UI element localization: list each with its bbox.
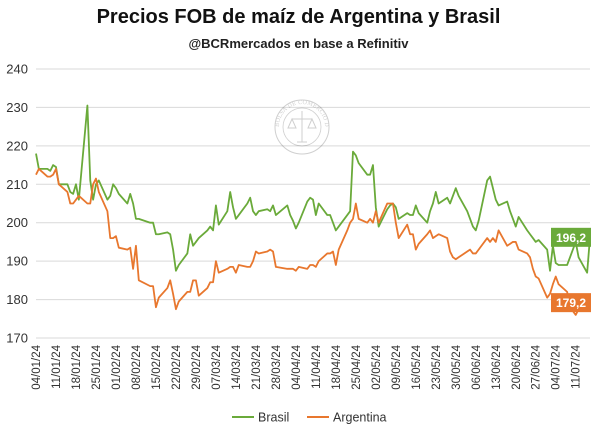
y-tick-label: 180 [6,292,28,307]
x-tick-label: 11/04/24 [311,344,323,389]
x-tick-label: 15/02/24 [151,344,163,389]
y-tick-label: 190 [6,254,28,269]
y-tick-label: 220 [6,138,28,153]
x-tick-label: 04/07/24 [551,344,563,389]
end-label-box-argentina [551,293,591,313]
x-tick-label: 11/01/24 [51,344,63,389]
x-tick-label: 09/05/24 [391,344,403,389]
bcr-seal-watermark: BOLSA DE COMERCIO DE ROSARIO [0,0,330,155]
x-tick-label: 01/02/24 [111,344,123,389]
x-tick-label: 04/01/24 [31,344,43,389]
x-tick-label: 22/02/24 [171,344,183,389]
x-tick-label: 28/03/24 [271,344,283,389]
x-tick-label: 25/04/24 [351,344,363,389]
x-tick-label: 20/06/24 [511,344,523,389]
x-tick-label: 29/02/24 [191,344,203,389]
legend-label-brasil: Brasil [258,411,289,425]
series-line-argentina [35,168,591,316]
x-tick-label: 08/02/24 [131,344,143,389]
y-axis: 170 180 190 200 210 220 230 240 [6,62,28,346]
y-tick-label: 200 [6,215,28,230]
x-axis: 04/01/24 11/01/24 18/01/24 25/01/24 01/02/24… [31,344,583,389]
chart-subtitle: @BCRmercados en base a Refinitiv [188,36,409,51]
end-label-brasil: 196,2 [556,231,586,245]
series-line-brasil [35,104,591,274]
x-tick-label: 21/03/24 [251,344,263,389]
chart-title: Precios FOB de maíz de Argentina y Brasi… [96,6,501,28]
x-tick-label: 30/05/24 [451,344,463,389]
end-value-labels: 196,2 179,2 [551,227,591,313]
x-tick-label: 16/05/24 [411,344,423,389]
x-tick-label: 27/06/24 [531,344,543,389]
x-tick-label: 14/03/24 [231,344,243,389]
x-tick-label: 18/01/24 [71,344,83,389]
gridlines [36,68,590,339]
legend: Brasil Argentina [232,411,387,425]
legend-label-argentina: Argentina [333,411,387,425]
x-tick-label: 13/06/24 [491,344,503,389]
seal-text: BOLSA DE COMERCIO DE ROSARIO [0,0,329,128]
x-tick-label: 07/03/24 [211,344,223,389]
y-tick-label: 240 [6,62,28,77]
end-label-box-brasil [551,227,591,247]
series-lines [35,104,591,316]
x-tick-label: 02/05/24 [371,344,383,389]
x-tick-label: 25/01/24 [91,344,103,389]
end-label-argentina: 179,2 [556,296,586,310]
x-tick-label: 04/04/24 [291,344,303,389]
x-tick-label: 18/04/24 [331,344,343,389]
y-tick-label: 230 [6,100,28,115]
y-tick-label: 210 [6,177,28,192]
y-tick-label: 170 [6,331,28,346]
x-tick-label: 11/07/24 [571,344,583,389]
x-tick-label: 23/05/24 [431,344,443,389]
x-tick-label: 06/06/24 [471,344,483,389]
